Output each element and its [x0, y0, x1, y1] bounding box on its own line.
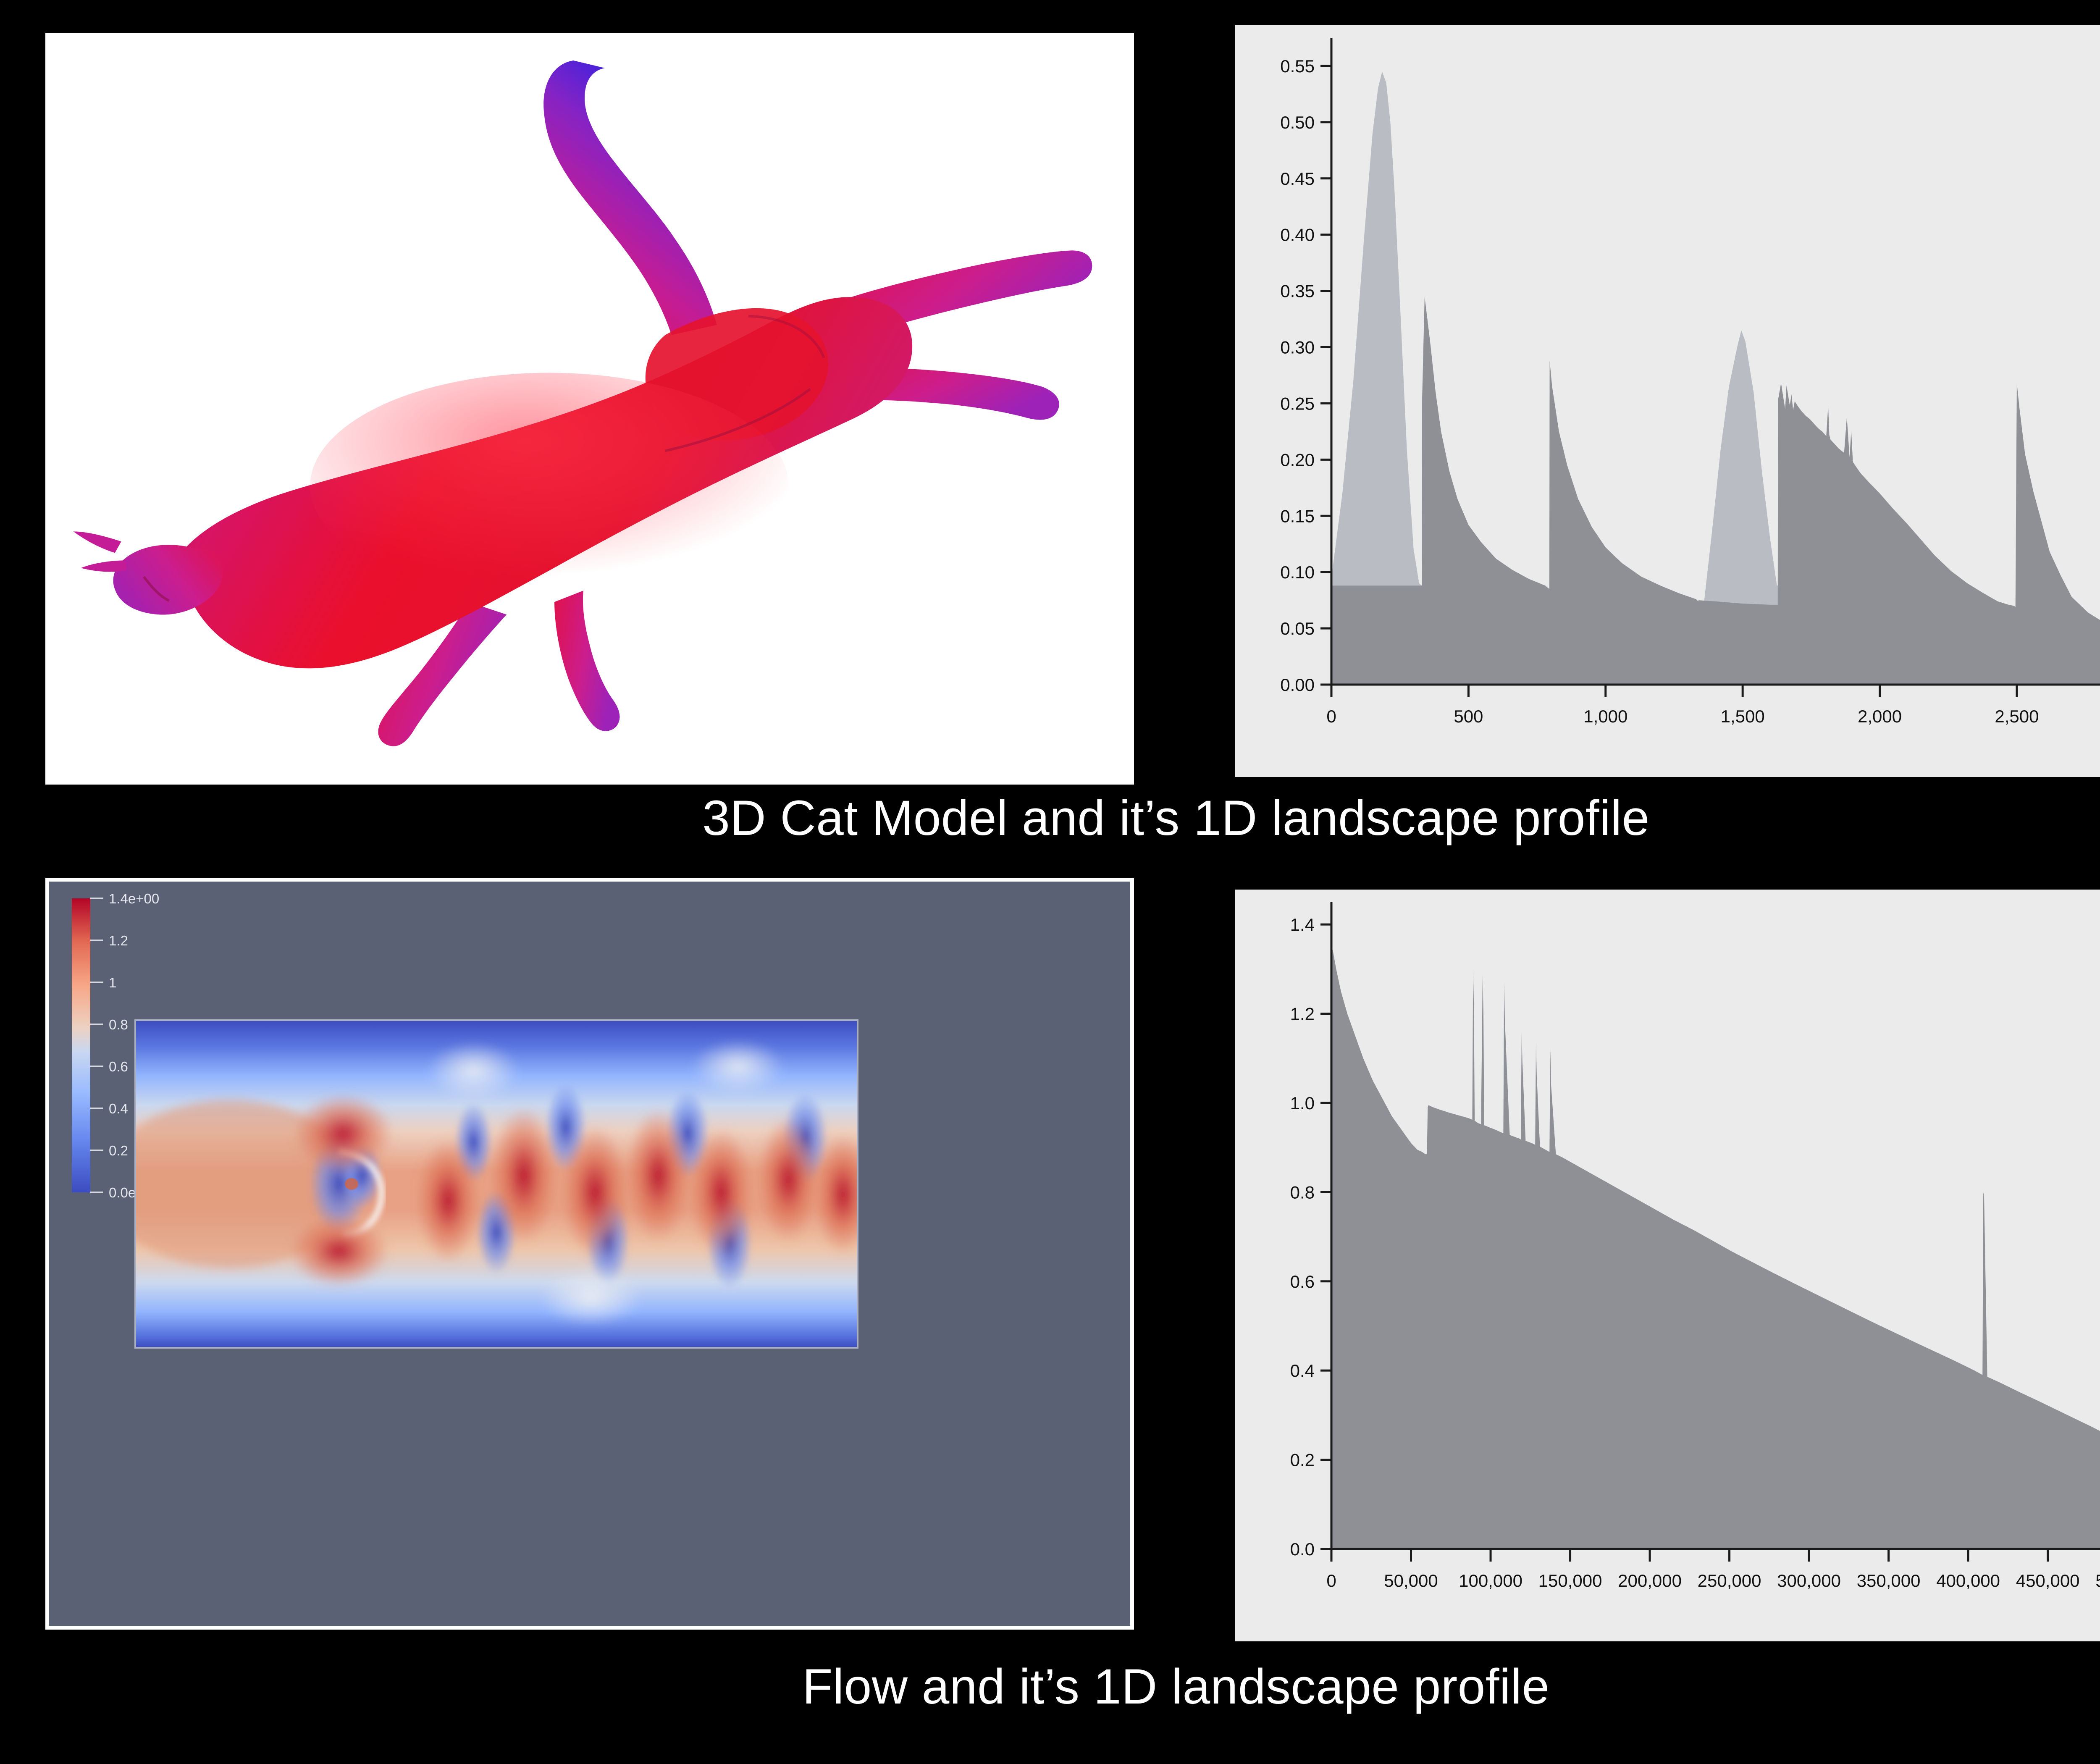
y-tick-label: 0.8 [1290, 1182, 1315, 1202]
cat-front-leg-b [554, 591, 620, 731]
y-tick-label: 1.4 [1290, 915, 1315, 934]
x-tick-label: 1,000 [1583, 706, 1628, 726]
y-tick-label: 0.15 [1280, 506, 1315, 526]
y-tick-label: 0.35 [1280, 281, 1315, 301]
x-tick-label: 100,000 [1459, 1571, 1522, 1591]
y-tick-label: 0.50 [1280, 113, 1315, 132]
colorbar-tick-label: 1 [109, 975, 116, 990]
cat-head [113, 545, 223, 615]
y-tick-label: 0.55 [1280, 56, 1315, 76]
y-tick-label: 0.2 [1290, 1450, 1315, 1470]
cat-model-render [45, 33, 1134, 785]
colorbar-gradient [72, 898, 90, 1192]
flow-render-panel: 1.4e+001.210.80.60.40.20.0e+00 magnitude [45, 878, 1134, 1630]
x-tick-label: 1,500 [1721, 706, 1765, 726]
x-tick-label: 2,500 [1995, 706, 2039, 726]
x-tick-label: 150,000 [1538, 1571, 1602, 1591]
colorbar-tick-label: 1.4e+00 [109, 891, 159, 906]
y-tick-label: 0.05 [1280, 619, 1315, 638]
x-tick-label: 50,000 [1384, 1571, 1438, 1591]
colorbar-tick-label: 0.8 [109, 1017, 128, 1032]
flow-landscape-chart: 0.0 0.2 0.4 0.6 0.8 1.0 1.2 1.4 0 50,000 100,000 15… [1235, 890, 2100, 1641]
x-tick-label: 300,000 [1777, 1571, 1841, 1591]
x-tick-label: 450,000 [2016, 1571, 2080, 1591]
colorbar-tick-label: 0.2 [109, 1143, 128, 1158]
cat-tail [543, 60, 717, 335]
flow-channel [135, 1020, 858, 1348]
y-tick-label: 0.0 [1290, 1539, 1315, 1559]
cat-seam-belly [665, 388, 811, 452]
caption-bottom: Flow and it’s 1D landscape profile [802, 1659, 1550, 1714]
cat-model-panel [45, 33, 1134, 785]
cat-landscape-chart: 0.00 0.05 0.10 0.15 0.20 0.25 0.30 0.35 0.40 0.45… [1235, 25, 2100, 777]
y-tick-label: 0.25 [1280, 394, 1315, 413]
y-tick-label: 1.0 [1290, 1093, 1315, 1113]
x-tick-label: 500,000 [2095, 1571, 2100, 1591]
x-tick-label: 0 [1326, 706, 1336, 726]
caption-top: 3D Cat Model and it’s 1D landscape profi… [702, 790, 1650, 846]
y-tick-label: 0.4 [1290, 1361, 1315, 1381]
chart-area-persistence [1331, 947, 2100, 1549]
colorbar-labels: 1.4e+001.210.80.60.40.20.0e+00 [109, 891, 159, 1200]
y-tick-label: 0.45 [1280, 169, 1315, 189]
cat-front-leg-a [378, 602, 507, 746]
x-tick-label: 200,000 [1618, 1571, 1682, 1591]
flow-field-render: 1.4e+001.210.80.60.40.20.0e+00 magnitude [49, 882, 1130, 1626]
colorbar-tick-label: 0.4 [109, 1101, 128, 1116]
cat-ear-right [81, 560, 126, 572]
x-tick-label: 500 [1454, 706, 1483, 726]
colorbar-ticks [90, 898, 103, 1193]
x-tick-label: 350,000 [1857, 1571, 1921, 1591]
flow-channel-border [134, 1019, 858, 1349]
flow-landscape-chart-svg: 0.0 0.2 0.4 0.6 0.8 1.0 1.2 1.4 0 50,000 100,000 15… [1235, 890, 2100, 1641]
y-tick-label: 0.20 [1280, 450, 1315, 470]
cat-ear-left [73, 531, 121, 553]
cat-muzzle [143, 576, 170, 602]
cat-seam-haunch [748, 315, 825, 358]
y-tick-label: 0.00 [1280, 675, 1315, 695]
y-tick-label: 0.30 [1280, 338, 1315, 357]
y-tick-label: 0.6 [1290, 1272, 1315, 1292]
y-tick-label: 0.40 [1280, 225, 1315, 245]
x-tick-label: 0 [1326, 1571, 1336, 1591]
x-tick-label: 400,000 [1936, 1571, 2000, 1591]
y-tick-label: 0.10 [1280, 562, 1315, 582]
chart-area-dark-band [1331, 297, 2100, 685]
y-tick-label: 1.2 [1290, 1004, 1315, 1024]
cat-highlight [310, 373, 789, 600]
colorbar-tick-label: 1.2 [109, 933, 128, 948]
x-tick-label: 250,000 [1698, 1571, 1761, 1591]
x-tick-label: 2,000 [1858, 706, 1902, 726]
cat-landscape-chart-svg: 0.00 0.05 0.10 0.15 0.20 0.25 0.30 0.35 0.40 0.45… [1235, 25, 2100, 777]
cat-rear-leg-upper [839, 250, 1092, 338]
colorbar-tick-label: 0.6 [109, 1059, 128, 1074]
